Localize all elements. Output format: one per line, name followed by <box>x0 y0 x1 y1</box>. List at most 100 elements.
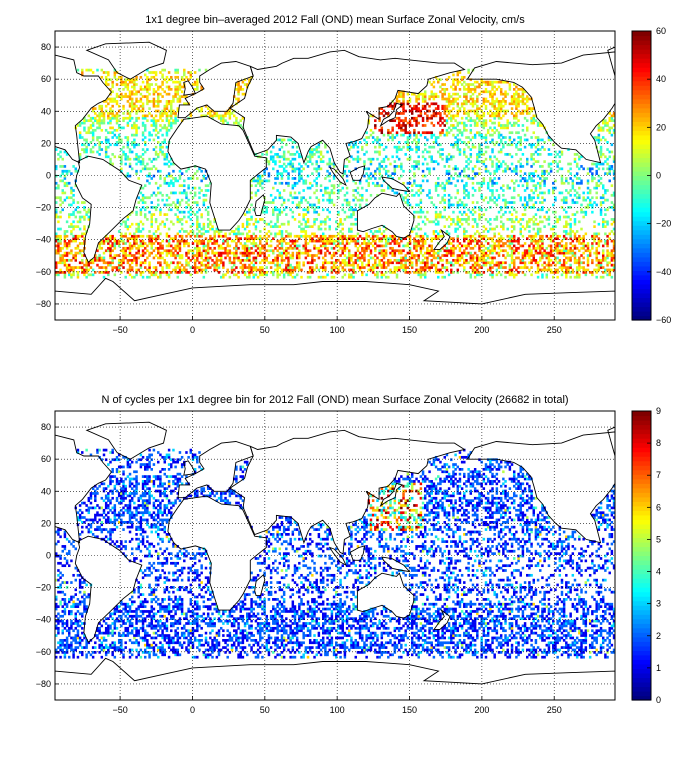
data-cell <box>608 237 611 241</box>
data-cell <box>256 246 260 250</box>
data-cell <box>315 145 318 149</box>
data-cell <box>591 196 594 200</box>
data-cell <box>313 210 316 214</box>
data-cell <box>128 244 132 248</box>
data-cell <box>126 239 130 243</box>
data-cell <box>473 165 477 168</box>
data-cell <box>610 254 614 257</box>
data-cell <box>170 191 173 195</box>
data-cell <box>499 206 503 209</box>
data-cell <box>352 275 355 279</box>
data-cell <box>306 218 310 221</box>
data-cell <box>578 266 581 269</box>
data-cell <box>278 196 282 200</box>
data-cell <box>380 275 384 279</box>
data-cell <box>413 172 416 175</box>
data-cell <box>606 208 609 212</box>
data-cell <box>81 136 84 139</box>
data-cell <box>599 196 603 200</box>
data-cell <box>126 136 130 139</box>
data-cell <box>584 210 588 214</box>
data-cell <box>150 133 153 137</box>
data-cell <box>117 254 121 257</box>
data-cell <box>491 258 494 262</box>
data-cell <box>389 251 392 255</box>
data-cell <box>547 244 551 248</box>
data-cell <box>157 261 160 265</box>
data-cell <box>291 215 295 219</box>
data-cell <box>282 258 286 262</box>
data-cell <box>467 193 470 197</box>
data-cell <box>276 155 279 159</box>
data-cell <box>432 230 436 233</box>
data-cell <box>417 256 420 260</box>
data-cell <box>159 213 162 216</box>
data-cell <box>558 167 562 171</box>
data-cell <box>193 191 197 195</box>
data-cell <box>450 237 453 241</box>
data-cell <box>81 268 84 272</box>
data-cell <box>311 162 314 166</box>
data-cell <box>426 234 429 238</box>
data-cell <box>143 261 147 265</box>
data-cell <box>437 254 440 257</box>
data-cell <box>302 181 305 185</box>
data-cell <box>519 136 522 139</box>
data-cell <box>263 258 266 262</box>
data-cell <box>291 266 295 269</box>
data-cell <box>515 249 518 253</box>
data-cell <box>604 160 607 163</box>
data-cell <box>495 261 499 265</box>
data-cell <box>467 162 470 166</box>
data-cell <box>365 143 368 147</box>
data-cell <box>259 251 262 255</box>
data-cell <box>248 266 251 269</box>
data-cell <box>397 148 401 151</box>
data-cell <box>491 275 494 279</box>
data-cell <box>454 184 457 188</box>
data-cell <box>165 157 169 161</box>
data-cell <box>70 249 73 253</box>
data-cell <box>599 210 603 214</box>
data-cell <box>139 198 143 202</box>
data-cell <box>384 266 388 269</box>
data-cell <box>354 140 357 144</box>
data-cell <box>567 271 570 274</box>
data-cell <box>502 244 505 248</box>
data-cell <box>243 251 247 255</box>
data-cell <box>369 172 373 175</box>
data-cell <box>458 172 462 175</box>
data-cell <box>332 165 336 168</box>
data-cell <box>328 157 331 161</box>
data-cell <box>183 242 186 245</box>
data-cell <box>569 266 572 269</box>
data-cell <box>232 258 236 262</box>
data-cell <box>232 239 236 243</box>
data-cell <box>437 256 440 260</box>
data-cell <box>391 128 394 132</box>
data-cell <box>209 220 212 224</box>
data-cell <box>246 249 249 253</box>
data-cell <box>560 153 564 156</box>
data-cell <box>608 206 611 209</box>
data-cell <box>441 128 444 132</box>
data-cell <box>612 191 616 195</box>
data-cell <box>117 239 121 243</box>
data-cell <box>287 232 290 236</box>
data-cell <box>293 234 297 238</box>
data-cell <box>441 271 444 274</box>
data-cell <box>59 261 62 265</box>
data-cell <box>198 222 201 226</box>
data-cell <box>98 246 101 250</box>
data-cell <box>463 206 466 209</box>
data-cell <box>269 225 273 228</box>
data-cell <box>185 234 188 238</box>
data-cell <box>241 258 245 262</box>
data-cell <box>599 201 603 204</box>
data-cell <box>137 201 140 204</box>
data-cell <box>152 273 156 277</box>
data-cell <box>478 186 481 190</box>
data-cell <box>224 249 227 253</box>
data-cell <box>519 196 522 200</box>
data-cell <box>356 191 360 195</box>
